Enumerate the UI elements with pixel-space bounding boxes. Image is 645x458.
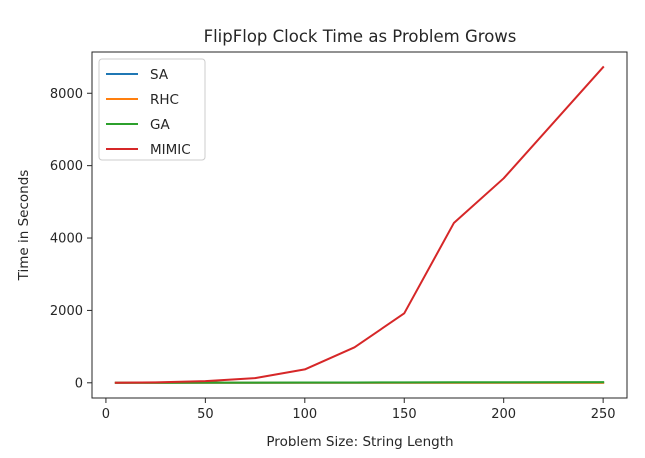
x-tick-label: 50 (197, 407, 214, 422)
y-tick-label: 4000 (50, 232, 83, 247)
legend: SA RHC GA MIMIC (98, 58, 206, 161)
y-axis-label: Time in Seconds (16, 170, 32, 282)
y-tick-label: 6000 (50, 159, 83, 174)
y-tick-label: 2000 (50, 304, 83, 319)
axes-frame (91, 51, 628, 399)
y-tick-label: 0 (75, 376, 83, 391)
legend-label-mimic: MIMIC (150, 142, 191, 158)
x-tick-label: 100 (292, 407, 317, 422)
y-axis: 0 2000 4000 6000 8000 (50, 87, 92, 391)
chart-title: FlipFlop Clock Time as Problem Grows (204, 27, 517, 46)
y-tick-label: 8000 (50, 87, 83, 102)
x-axis: 0 50 100 150 200 250 (102, 398, 616, 422)
legend-label-ga: GA (150, 117, 170, 133)
series-line-mimic (114, 65, 605, 384)
x-tick-label: 0 (102, 407, 110, 422)
legend-label-rhc: RHC (150, 92, 179, 108)
legend-box (98, 58, 206, 161)
plot-area (114, 65, 605, 384)
x-axis-label: Problem Size: String Length (266, 434, 453, 450)
legend-label-sa: SA (150, 67, 169, 83)
series-lines (114, 65, 605, 384)
x-tick-label: 200 (491, 407, 516, 422)
x-tick-label: 150 (392, 407, 417, 422)
x-tick-label: 250 (591, 407, 616, 422)
